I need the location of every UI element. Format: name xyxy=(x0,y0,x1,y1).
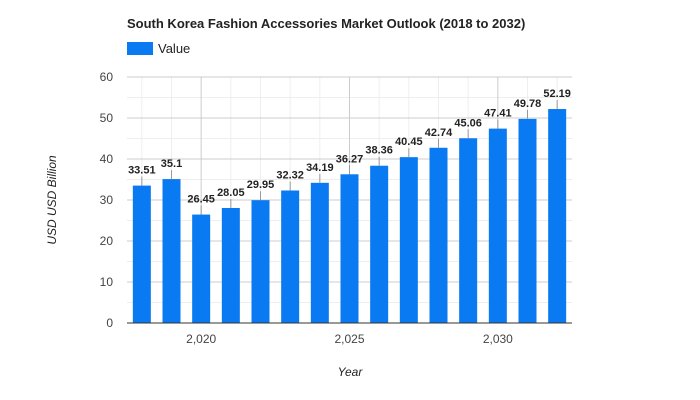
bar xyxy=(488,128,507,323)
y-tick-label: 50 xyxy=(100,111,114,125)
bar xyxy=(340,174,359,323)
bar xyxy=(399,157,418,323)
legend: Value xyxy=(127,41,190,56)
bar xyxy=(221,207,240,323)
chart-title: South Korea Fashion Accessories Market O… xyxy=(127,16,526,31)
data-label: 52.19 xyxy=(543,88,571,100)
bar xyxy=(281,190,300,323)
x-tick-label: 2,020 xyxy=(186,332,216,346)
data-label: 36.27 xyxy=(336,153,364,165)
y-tick-label: 60 xyxy=(100,70,114,84)
bar xyxy=(518,118,537,323)
data-label: 42.74 xyxy=(425,127,453,139)
bar xyxy=(310,182,329,323)
data-label: 34.19 xyxy=(306,162,334,174)
bar xyxy=(429,147,448,323)
bar xyxy=(162,179,181,323)
y-tick-label: 0 xyxy=(106,316,113,330)
y-tick-label: 10 xyxy=(100,275,114,289)
x-tick-label: 2,025 xyxy=(334,332,364,346)
data-label: 49.78 xyxy=(514,98,542,110)
bar xyxy=(370,165,389,323)
bar xyxy=(132,185,151,323)
data-label: 32.32 xyxy=(276,169,304,181)
data-label: 28.05 xyxy=(217,187,245,199)
y-tick-label: 40 xyxy=(100,152,114,166)
bars xyxy=(132,109,567,323)
y-tick-label: 20 xyxy=(100,234,114,248)
data-label: 35.1 xyxy=(161,158,182,170)
legend-swatch xyxy=(127,42,153,55)
bar xyxy=(548,109,567,323)
axes: 0 10 20 30 40 50 60 2,020 2,025 2,030 xyxy=(100,70,572,346)
x-tick-label: 2,030 xyxy=(483,332,513,346)
data-label: 26.45 xyxy=(187,194,215,206)
y-axis-title: USD USD Billion xyxy=(45,155,59,245)
data-label: 47.41 xyxy=(484,108,512,120)
data-label: 33.51 xyxy=(128,165,156,177)
data-label: 40.45 xyxy=(395,136,423,148)
data-labels: 33.51 35.1 26.4528.0529.9532.3234.1936.273… xyxy=(128,88,571,215)
data-label: 29.95 xyxy=(247,179,275,191)
bar xyxy=(192,214,211,323)
y-tick-label: 30 xyxy=(100,193,114,207)
x-axis-title: Year xyxy=(338,365,364,379)
bar xyxy=(251,200,270,323)
data-label: 38.36 xyxy=(365,145,393,157)
data-label: 45.06 xyxy=(454,117,482,129)
bar xyxy=(459,138,478,323)
legend-label: Value xyxy=(158,41,191,56)
